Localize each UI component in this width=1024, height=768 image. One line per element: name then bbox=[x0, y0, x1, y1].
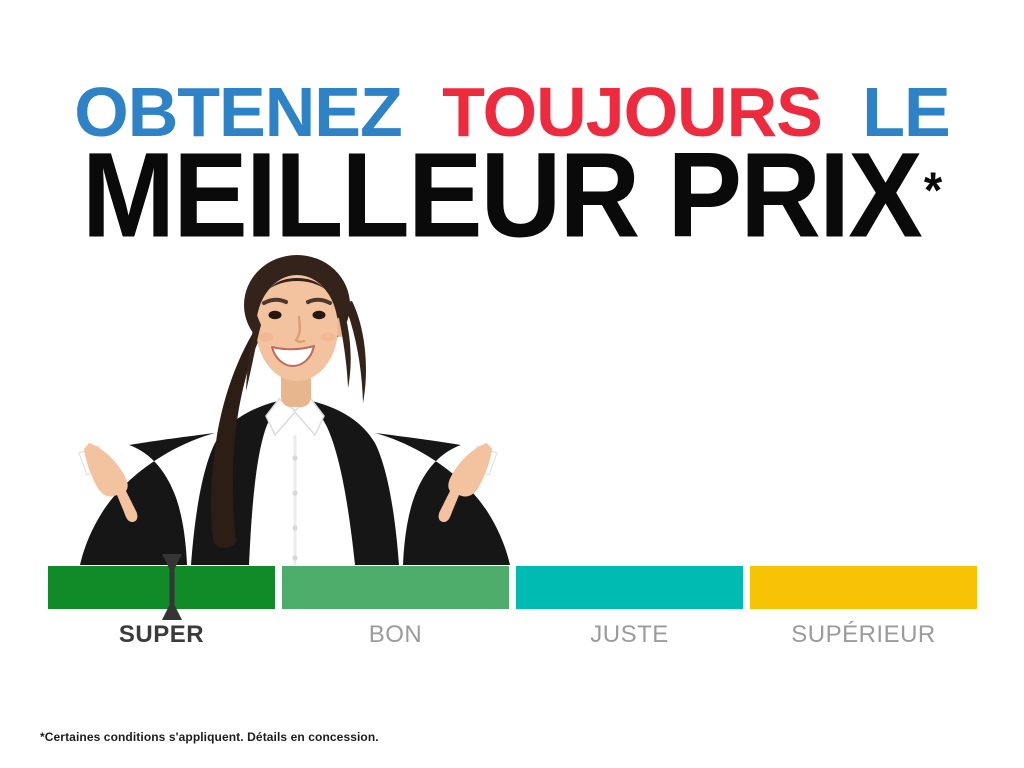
gauge-segment-bon bbox=[282, 566, 509, 609]
right-hand bbox=[438, 443, 492, 522]
smiling-mouth bbox=[271, 345, 315, 367]
suit-left-sleeve bbox=[80, 433, 215, 565]
eyebrow-left bbox=[262, 297, 288, 305]
shirt-front bbox=[249, 399, 355, 565]
gauge-label-super: SUPER bbox=[118, 621, 205, 648]
headline-word-le: LE bbox=[862, 73, 950, 151]
right-hand-pointing-down bbox=[438, 443, 498, 522]
gauge-label-superieur: SUPÉRIEUR bbox=[791, 621, 936, 648]
hair-front bbox=[246, 278, 351, 391]
price-marker-shape bbox=[162, 554, 182, 620]
gauge-label-bon: BON bbox=[368, 621, 423, 648]
headline-line-1: OBTENEZ TOUJOURS LE bbox=[0, 77, 1024, 147]
shirt-collar-left bbox=[265, 397, 298, 437]
face-features bbox=[258, 297, 336, 367]
hair-temple-right bbox=[338, 309, 351, 388]
price-gauge-bar bbox=[48, 566, 977, 609]
gauge-segment-superieur bbox=[750, 566, 977, 609]
eyebrow-right bbox=[306, 297, 332, 305]
eye-right bbox=[312, 310, 326, 320]
blush-left bbox=[258, 332, 274, 342]
headline-main-text: MEILLEUR PRIX bbox=[81, 127, 923, 263]
footnote-asterisk: * bbox=[923, 160, 943, 218]
headline-word-toujours: TOUJOURS bbox=[442, 73, 823, 151]
hair-temple-left bbox=[246, 313, 261, 391]
shirt bbox=[249, 397, 355, 565]
shirt-button bbox=[292, 525, 298, 531]
hair-ponytail bbox=[210, 305, 276, 549]
gauge-segment-super bbox=[48, 566, 275, 609]
suit-right-sleeve bbox=[375, 433, 510, 565]
blush-right bbox=[320, 332, 336, 342]
headline-line-2: MEILLEUR PRIX* bbox=[82, 134, 943, 256]
woman-pointing-down-photo bbox=[78, 255, 510, 565]
nose bbox=[294, 315, 306, 344]
shirt-button bbox=[292, 555, 298, 561]
shirt-button bbox=[292, 490, 298, 496]
price-marker-icon bbox=[162, 554, 182, 620]
gauge-label-juste: JUSTE bbox=[590, 621, 669, 648]
disclaimer-text: *Certaines conditions s'appliquent. Déta… bbox=[40, 730, 379, 744]
eye-left bbox=[268, 310, 282, 320]
left-hand-pointing-down bbox=[78, 443, 138, 522]
shirt-button bbox=[292, 455, 298, 461]
left-hand bbox=[84, 443, 138, 522]
price-gauge-labels: SUPER BON JUSTE SUPÉRIEUR bbox=[48, 621, 977, 648]
hair-lock-right bbox=[344, 301, 366, 403]
headline-word-obtenez: OBTENEZ bbox=[74, 73, 402, 151]
gauge-segment-juste bbox=[516, 566, 743, 609]
